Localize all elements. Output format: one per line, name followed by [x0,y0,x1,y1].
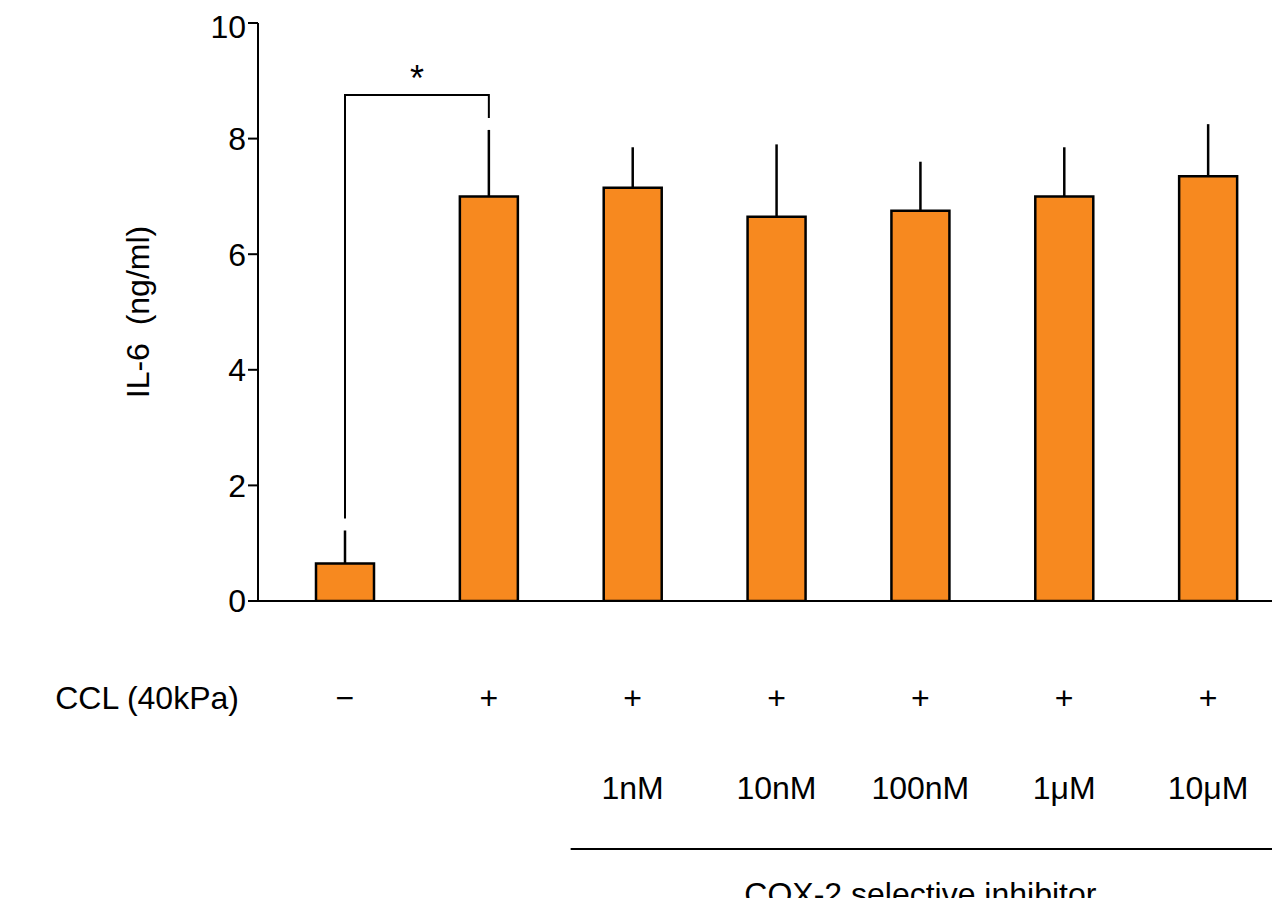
svg-text:4: 4 [228,352,246,388]
svg-text:+: + [911,680,930,716]
svg-text:10: 10 [210,9,246,45]
svg-text:6: 6 [228,237,246,273]
svg-text:1nM: 1nM [602,770,664,806]
svg-text:+: + [1199,680,1218,716]
svg-text:+: + [479,680,498,716]
svg-text:10nM: 10nM [736,770,816,806]
svg-text:CCL (40kPa): CCL (40kPa) [55,680,239,716]
svg-text:2: 2 [228,468,246,504]
svg-text:10μM: 10μM [1168,770,1249,806]
svg-text:1μM: 1μM [1033,770,1096,806]
svg-text:−: − [336,680,355,716]
svg-text:IL-6 (ng/ml): IL-6 (ng/ml) [120,226,156,398]
svg-text:+: + [623,680,642,716]
svg-text:8: 8 [228,121,246,157]
svg-text:+: + [1055,680,1074,716]
svg-text:100nM: 100nM [871,770,969,806]
svg-text:COX-2 selective inhibitor: COX-2 selective inhibitor [744,876,1096,898]
svg-text:+: + [767,680,786,716]
svg-text:*: * [410,58,424,99]
svg-text:0: 0 [228,583,246,619]
